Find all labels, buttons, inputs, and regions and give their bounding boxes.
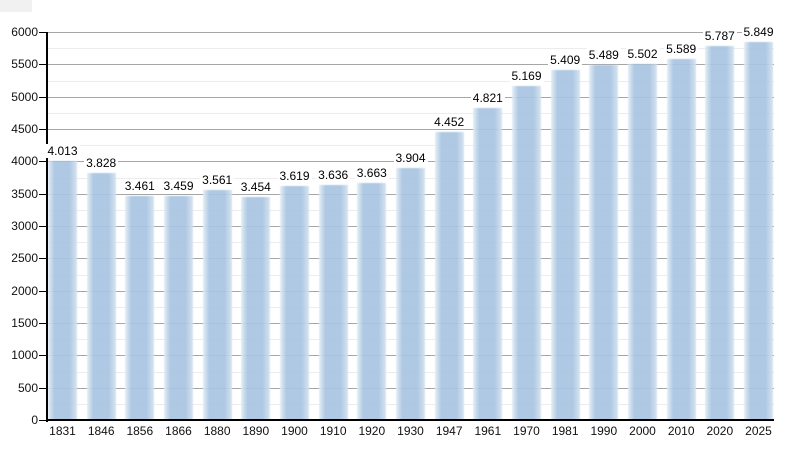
- bar: [396, 167, 425, 420]
- y-axis-tick: [39, 290, 46, 292]
- bar-value-label: 5.849: [741, 24, 776, 39]
- y-axis-label: 1000: [11, 348, 38, 363]
- y-axis-label: 6000: [11, 25, 38, 39]
- bar: [550, 70, 580, 420]
- bar: [357, 183, 387, 420]
- bar: [164, 196, 193, 420]
- y-axis-label: 4000: [11, 154, 38, 169]
- x-axis-label: 2025: [745, 424, 772, 438]
- y-axis-label: 1500: [11, 316, 38, 330]
- bar: [589, 65, 619, 420]
- bar-value-label: 3.461: [122, 179, 157, 194]
- grid-line-major: [48, 129, 774, 130]
- grid-line-major: [48, 96, 774, 98]
- grid-line-minor: [48, 48, 774, 50]
- y-axis-label: 4500: [11, 122, 38, 136]
- y-axis-line: [46, 32, 48, 422]
- x-axis-label: 1890: [242, 424, 270, 438]
- x-axis-label: 2000: [629, 424, 656, 438]
- bar: [202, 189, 232, 420]
- y-axis-label: 2000: [11, 283, 38, 298]
- bar: [512, 85, 541, 420]
- y-axis-label: 5000: [11, 89, 38, 104]
- y-axis-tick: [39, 387, 46, 389]
- bar: [318, 184, 348, 420]
- grid-line-major: [48, 64, 774, 66]
- corner-artifact: [0, 0, 32, 12]
- bar-value-label: 3.636: [316, 167, 351, 182]
- bar-value-label: 3.904: [393, 150, 428, 165]
- y-axis-tick: [39, 96, 46, 98]
- y-axis-tick: [39, 161, 46, 163]
- bar: [86, 172, 116, 420]
- grid-line-minor: [48, 145, 774, 147]
- x-axis-label: 1947: [435, 424, 463, 438]
- bar: [628, 64, 657, 420]
- x-axis-label: 1831: [49, 424, 76, 438]
- bar-value-label: 5.169: [509, 68, 544, 83]
- x-axis-label: 1930: [397, 424, 424, 438]
- y-axis-tick: [39, 420, 46, 421]
- y-axis-tick: [39, 355, 46, 357]
- bar: [280, 186, 309, 420]
- bar-value-label: 3.561: [200, 172, 235, 187]
- y-axis-label: 0: [31, 413, 38, 427]
- bar: [48, 160, 77, 420]
- y-axis-label: 500: [17, 380, 38, 395]
- x-axis-label: 1910: [319, 424, 347, 438]
- y-axis-tick: [39, 32, 46, 33]
- bar: [473, 108, 503, 420]
- bar-value-label: 3.459: [161, 179, 196, 194]
- bar-value-label: 5.409: [548, 53, 583, 68]
- x-axis-label: 2010: [667, 424, 695, 438]
- bar-value-label: 5.787: [702, 28, 737, 43]
- x-axis-line: [46, 419, 774, 421]
- bar-value-label: 4.821: [470, 91, 505, 106]
- bar: [705, 45, 735, 420]
- y-axis-label: 3000: [11, 219, 38, 233]
- bar: [434, 132, 464, 420]
- grid-line-minor: [48, 80, 774, 82]
- grid-line-major: [48, 32, 774, 33]
- y-axis-tick: [39, 323, 46, 324]
- y-axis-tick: [39, 64, 46, 66]
- bar-value-label: 4.452: [432, 115, 467, 130]
- bar: [241, 196, 271, 420]
- bar-value-label: 3.619: [277, 169, 312, 183]
- x-axis-label: 1866: [165, 424, 192, 438]
- y-axis-tick: [39, 226, 46, 227]
- x-axis-label: 1961: [474, 424, 502, 438]
- x-axis-label: 1990: [590, 424, 618, 438]
- x-axis-label: 1880: [203, 424, 231, 438]
- bar-value-label: 4.013: [45, 143, 80, 158]
- bar-value-label: 5.589: [664, 41, 699, 56]
- bar: [744, 41, 773, 420]
- bar: [666, 58, 696, 420]
- bar-value-label: 5.502: [625, 47, 660, 62]
- grid-line-minor: [48, 112, 774, 114]
- y-axis-label: 3500: [11, 186, 38, 201]
- x-axis-label: 1981: [551, 424, 579, 438]
- x-axis-label: 2020: [706, 424, 734, 438]
- x-axis-label: 1856: [126, 424, 154, 438]
- x-axis-label: 1920: [358, 424, 386, 438]
- y-axis-label: 2500: [11, 251, 38, 266]
- x-axis-label: 1970: [513, 424, 540, 438]
- bar-value-label: 3.454: [238, 179, 273, 194]
- y-axis-tick: [39, 193, 46, 195]
- bar-value-label: 3.828: [84, 155, 119, 170]
- bar-value-label: 3.663: [354, 166, 389, 181]
- bar-value-label: 5.489: [586, 48, 621, 62]
- bar: [125, 196, 155, 420]
- y-axis-tick: [39, 258, 46, 260]
- y-axis-tick: [39, 129, 46, 130]
- x-axis-label: 1846: [87, 424, 115, 438]
- y-axis-label: 5500: [11, 57, 38, 72]
- x-axis-label: 1900: [281, 424, 308, 438]
